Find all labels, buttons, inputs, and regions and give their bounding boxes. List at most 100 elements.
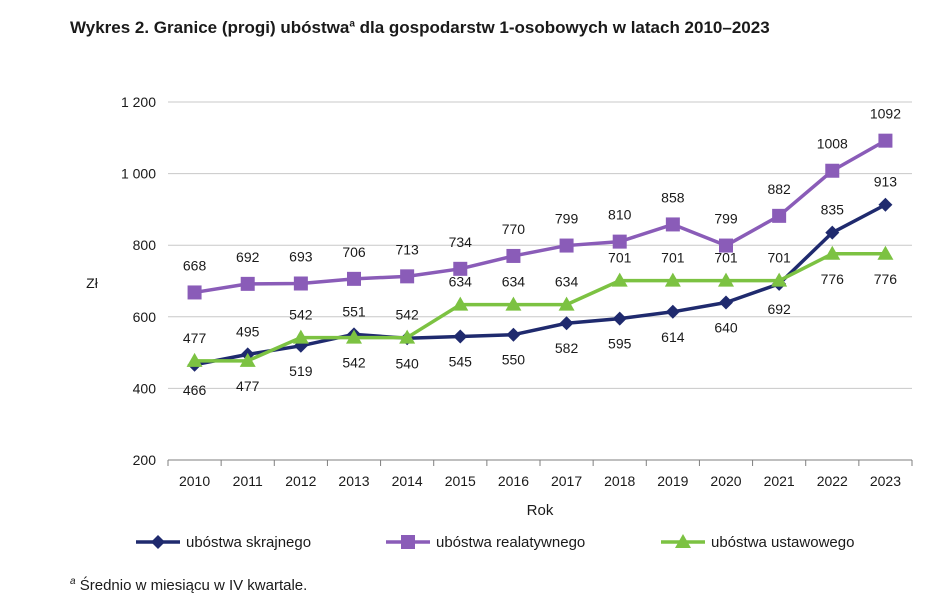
data-label-realatywnego: 1092 bbox=[870, 106, 901, 122]
data-point-ubostwa_realatywnego bbox=[878, 133, 893, 148]
data-label-skrajnego: 466 bbox=[183, 382, 207, 398]
chart-title-superscript: a bbox=[349, 18, 355, 30]
data-label-ustawowego: 477 bbox=[183, 330, 207, 346]
data-label-realatywnego: 1008 bbox=[817, 136, 848, 152]
series-line-ubostwa_ustawowego bbox=[194, 252, 886, 363]
data-label-skrajnego: 519 bbox=[289, 363, 313, 379]
x-tick-label: 2012 bbox=[285, 473, 316, 489]
y-axis-title: Zł bbox=[86, 275, 99, 291]
data-point-ubostwa_realatywnego bbox=[400, 269, 415, 284]
data-point-ubostwa_skrajnego bbox=[506, 327, 521, 342]
chart-title: Wykres 2. Granice (progi) ubóstwaa dla g… bbox=[70, 18, 770, 38]
data-label-ustawowego: 542 bbox=[342, 355, 366, 371]
data-label-skrajnego: 495 bbox=[236, 323, 260, 339]
x-tick-label: 2021 bbox=[764, 473, 795, 489]
data-label-ustawowego: 542 bbox=[289, 307, 313, 323]
data-label-realatywnego: 770 bbox=[502, 221, 526, 237]
data-label-skrajnego: 614 bbox=[661, 329, 685, 345]
data-label-skrajnego: 545 bbox=[449, 353, 473, 369]
data-label-ustawowego: 634 bbox=[449, 274, 473, 290]
data-point-ubostwa_realatywnego bbox=[825, 163, 840, 178]
gridlines bbox=[168, 101, 912, 389]
data-point-ubostwa_realatywnego bbox=[612, 234, 627, 249]
x-tick-label: 2010 bbox=[179, 473, 210, 489]
data-point-ubostwa_ustawowego bbox=[771, 272, 788, 287]
data-label-ustawowego: 542 bbox=[395, 307, 419, 323]
x-tick-label: 2023 bbox=[870, 473, 901, 489]
data-point-ubostwa_skrajnego bbox=[665, 304, 680, 319]
y-tick-label: 200 bbox=[133, 452, 157, 468]
y-tick-label: 800 bbox=[133, 237, 157, 253]
data-point-ubostwa_realatywnego bbox=[772, 208, 787, 223]
data-point-ubostwa_skrajnego bbox=[825, 225, 840, 240]
data-point-ubostwa_skrajnego bbox=[878, 197, 893, 212]
x-tick-label: 2022 bbox=[817, 473, 848, 489]
data-label-skrajnego: 595 bbox=[608, 336, 632, 352]
x-axis-title: Rok bbox=[527, 502, 554, 519]
data-label-ustawowego: 634 bbox=[502, 274, 526, 290]
data-point-ubostwa_ustawowego bbox=[611, 272, 628, 287]
data-point-ubostwa_ustawowego bbox=[664, 272, 681, 287]
data-point-ubostwa_ustawowego bbox=[346, 329, 362, 344]
y-tick-label: 400 bbox=[133, 380, 157, 396]
y-tick-label: 1 200 bbox=[121, 94, 156, 110]
data-point-ubostwa_ustawowego bbox=[718, 272, 734, 287]
data-point-ubostwa_skrajnego bbox=[719, 295, 733, 310]
data-point-ubostwa_ustawowego bbox=[239, 352, 256, 367]
data-point-ubostwa_realatywnego bbox=[187, 285, 202, 300]
data-point-ubostwa_realatywnego bbox=[347, 271, 361, 286]
data-label-skrajnego: 835 bbox=[821, 202, 845, 218]
data-label-ustawowego: 701 bbox=[661, 250, 685, 266]
x-tick-label: 2016 bbox=[498, 473, 529, 489]
data-label-skrajnego: 692 bbox=[767, 301, 791, 317]
data-label-realatywnego: 799 bbox=[714, 211, 738, 227]
legend-marker-ubostwa_skrajnego bbox=[151, 535, 165, 549]
data-label-skrajnego: 640 bbox=[714, 319, 738, 335]
data-label-realatywnego: 692 bbox=[236, 249, 260, 265]
data-point-ubostwa_ustawowego bbox=[399, 329, 416, 344]
data-label-ustawowego: 701 bbox=[608, 250, 632, 266]
data-point-ubostwa_ustawowego bbox=[186, 352, 203, 367]
legend: ubóstwa skrajnego ubóstwa realatywnego ubó… bbox=[136, 534, 854, 551]
data-point-ubostwa_skrajnego bbox=[612, 311, 627, 326]
x-tick-label: 2013 bbox=[338, 473, 369, 489]
data-point-ubostwa_realatywnego bbox=[506, 248, 521, 263]
series-line-ubostwa_realatywnego bbox=[194, 139, 887, 295]
chart-title-main: Wykres 2. Granice (progi) ubóstwa bbox=[70, 18, 350, 37]
data-label-realatywnego: 799 bbox=[555, 211, 579, 227]
series-line-ubostwa_skrajnego bbox=[194, 203, 887, 367]
data-point-ubostwa_realatywnego bbox=[453, 261, 468, 276]
data-label-realatywnego: 882 bbox=[767, 181, 791, 197]
data-label-skrajnego: 550 bbox=[502, 352, 526, 368]
chart-title-rest: dla gospodarstw 1-osobowych w latach 201… bbox=[354, 18, 770, 37]
axes: 200 400 600 800 1 000 1 200 2010 2011 2012 2013 20… bbox=[86, 94, 913, 519]
series-lines bbox=[186, 133, 894, 372]
data-point-ubostwa_realatywnego bbox=[240, 276, 255, 291]
data-label-ustawowego: 477 bbox=[236, 378, 260, 394]
data-point-ubostwa_realatywnego bbox=[665, 217, 680, 232]
data-labels: 668 692 693 706 713 734 770 799 810 858 799 882 1008… bbox=[183, 106, 901, 398]
footnote: a Średnio w miesiącu w IV kwartale. bbox=[70, 576, 307, 594]
data-label-ustawowego: 701 bbox=[767, 250, 791, 266]
data-label-realatywnego: 713 bbox=[395, 241, 419, 257]
data-point-ubostwa_realatywnego bbox=[559, 238, 574, 253]
data-point-ubostwa_realatywnego bbox=[719, 238, 733, 253]
legend-marker-ubostwa_realatywnego bbox=[401, 535, 415, 549]
legend-label-ubostwa_skrajnego: ubóstwa skrajnego bbox=[186, 534, 311, 551]
data-label-ustawowego: 701 bbox=[714, 250, 738, 266]
x-tick-label: 2011 bbox=[233, 473, 263, 489]
legend-label-ubostwa_realatywnego: ubóstwa realatywnego bbox=[436, 534, 585, 551]
x-tick-label: 2017 bbox=[551, 473, 582, 489]
data-point-ubostwa_ustawowego bbox=[558, 296, 575, 311]
data-label-ustawowego: 776 bbox=[821, 271, 845, 287]
x-tick-label: 2014 bbox=[392, 473, 423, 489]
x-tick-label: 2019 bbox=[657, 473, 688, 489]
x-tick-label: 2020 bbox=[710, 473, 741, 489]
data-point-ubostwa_ustawowego bbox=[292, 329, 309, 344]
y-tick-label: 600 bbox=[133, 309, 157, 325]
data-label-ustawowego: 776 bbox=[874, 271, 898, 287]
data-label-skrajnego: 551 bbox=[342, 303, 366, 319]
data-point-ubostwa_ustawowego bbox=[505, 296, 522, 311]
data-label-realatywnego: 693 bbox=[289, 249, 313, 265]
x-tick-label: 2018 bbox=[604, 473, 635, 489]
